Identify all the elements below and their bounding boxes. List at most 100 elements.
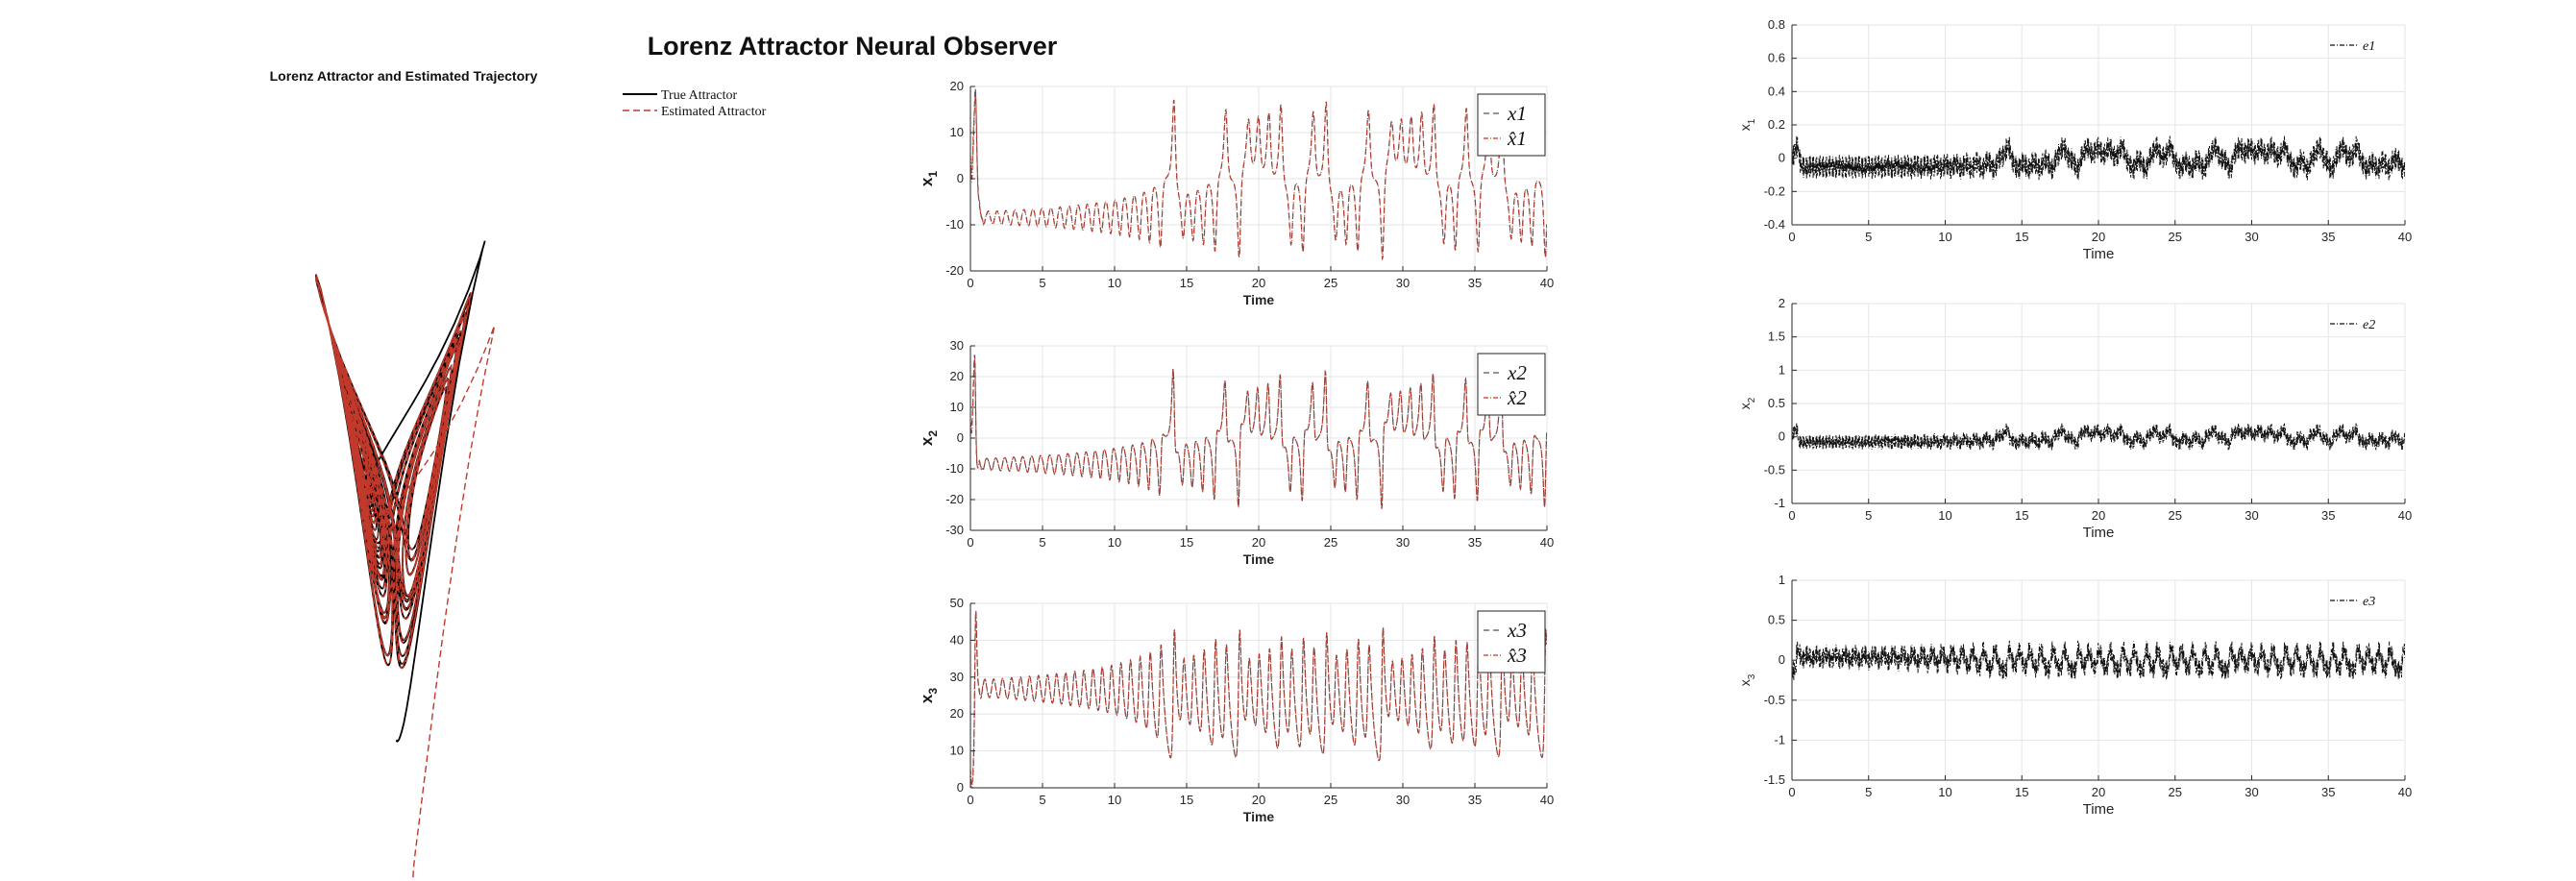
state-x1-xtick: 35 [1468, 276, 1482, 290]
error-e3-xtick: 30 [2245, 785, 2258, 799]
state-x3-legend-entry: x3 [1507, 619, 1527, 642]
error-e2-xtick: 15 [2015, 508, 2028, 523]
state-x2-ylabel-sub: 2 [926, 430, 940, 437]
state-x2-legend-entry: x2 [1507, 361, 1527, 384]
state-x1-xtick: 40 [1540, 276, 1554, 290]
state-x2-xtick: 15 [1180, 535, 1193, 550]
state-x3-ylabel: x3 [918, 688, 940, 703]
error-e1-ytick: 0.4 [1768, 84, 1785, 98]
state-x2-legend-entry: x̂2 [1507, 386, 1527, 409]
error-e3-ylabel: x3 [1737, 673, 1757, 686]
error-e3-xtick: 5 [1865, 785, 1872, 799]
state-x3-ytick: 50 [950, 596, 964, 610]
state-x2-xtick: 10 [1108, 535, 1121, 550]
error-e2-ytick: 1.5 [1768, 330, 1785, 344]
state-x3-xtick: 30 [1396, 793, 1410, 807]
state-x2-xtick: 35 [1468, 535, 1482, 550]
state-x2-ytick: -20 [945, 492, 964, 506]
attractor-legend: True Attractor Estimated Attractor [623, 88, 767, 119]
state-x3-ylabel-main: x [918, 694, 936, 703]
legend-true-label: True Attractor [661, 88, 738, 103]
error-e2-xlabel: Time [2083, 525, 2115, 541]
legend-est-label: Estimated Attractor [661, 105, 767, 119]
state-x3-legend-box [1477, 610, 1546, 673]
error-e1-ytick: 0.6 [1768, 51, 1785, 65]
error-e3-xtick: 25 [2169, 785, 2182, 799]
error-e2-error-line [1792, 423, 2405, 451]
error-e3-legend-entry: e3 [2363, 595, 2375, 609]
error-e3-xtick: 10 [1938, 785, 1951, 799]
error-e2-xtick: 0 [1788, 508, 1795, 523]
state-x1-estimate-line [970, 92, 1547, 260]
error-e3-xtick: 40 [2398, 785, 2412, 799]
error-e1-ytick: 0.8 [1768, 17, 1785, 32]
state-x3-xtick: 35 [1468, 793, 1482, 807]
error-e1-xtick: 25 [2169, 230, 2182, 244]
error-e1-ylabel: x1 [1737, 118, 1757, 131]
attractor-subtitle: Lorenz Attractor and Estimated Trajector… [270, 68, 538, 84]
state-x1-xtick: 25 [1324, 276, 1337, 290]
state-x2-xtick: 40 [1540, 535, 1554, 550]
state-x2-xlabel: Time [1243, 551, 1275, 567]
state-x2-xtick: 20 [1252, 535, 1265, 550]
attractor-3d-plot [314, 240, 496, 881]
error-e2-xtick: 20 [2092, 508, 2105, 523]
state-x1-legend-entry: x̂1 [1507, 127, 1527, 150]
error-e2-xtick: 5 [1865, 508, 1872, 523]
state-x2-ytick: 0 [957, 430, 964, 445]
error-e2-ytick: 0.5 [1768, 396, 1785, 410]
state-x1-xtick: 5 [1039, 276, 1045, 290]
error-e1-ylabel-sub: 1 [1747, 118, 1757, 124]
error-e2-ylabel-main: x [1737, 403, 1753, 409]
error-e3-xlabel: Time [2083, 801, 2115, 818]
error-e3-ytick: -0.5 [1764, 693, 1785, 707]
state-x2-plot: 0 5 10 15 20 25 30 35 40-30-20-100102030Timex2x2… [918, 338, 1554, 567]
error-e3-ytick: 0.5 [1768, 613, 1785, 627]
state-x3-xtick: 10 [1108, 793, 1121, 807]
state-x2-true-line [970, 355, 1547, 509]
state-x2-xtick: 30 [1396, 535, 1410, 550]
state-x1-ytick: 10 [950, 125, 964, 139]
state-x3-xtick: 0 [967, 793, 973, 807]
error-e1-xlabel: Time [2083, 246, 2115, 262]
error-e1-ytick: 0 [1779, 151, 1785, 165]
state-x2-xtick: 5 [1039, 535, 1045, 550]
state-x1-xtick: 10 [1108, 276, 1121, 290]
error-e3-ylabel-sub: 3 [1747, 673, 1757, 679]
state-x1-xtick: 15 [1180, 276, 1193, 290]
error-e3-xtick: 15 [2015, 785, 2028, 799]
state-x1-xtick: 20 [1252, 276, 1265, 290]
error-e2-ytick: 1 [1779, 362, 1785, 377]
error-e3-ytick: 1 [1779, 573, 1785, 587]
state-x1-xtick: 0 [967, 276, 973, 290]
error-e3-xtick: 35 [2321, 785, 2335, 799]
state-x1-ytick: 20 [950, 79, 964, 93]
error-e3-ytick: 0 [1779, 652, 1785, 667]
state-x2-legend-box [1477, 353, 1546, 416]
state-x3-ylabel-sub: 3 [926, 688, 940, 695]
error-e1-xtick: 15 [2015, 230, 2028, 244]
state-x3-ytick: 20 [950, 706, 964, 721]
error-e2-xtick: 10 [1938, 508, 1951, 523]
state-x2-ytick: 20 [950, 369, 964, 383]
state-x3-xtick: 20 [1252, 793, 1265, 807]
state-x3-xtick: 15 [1180, 793, 1193, 807]
error-e1-xtick: 0 [1788, 230, 1795, 244]
state-x1-ylabel: x1 [918, 171, 940, 186]
state-x1-xtick: 30 [1396, 276, 1410, 290]
state-x1-legend-box [1477, 93, 1546, 157]
error-e1-xtick: 40 [2398, 230, 2412, 244]
error-e1-xtick: 5 [1865, 230, 1872, 244]
state-x3-legend-entry: x̂3 [1507, 644, 1527, 667]
error-e3-error-line [1792, 640, 2405, 680]
state-x3-xtick: 5 [1039, 793, 1045, 807]
state-x1-ylabel-sub: 1 [926, 171, 940, 178]
error-e1-legend-entry: e1 [2363, 39, 2375, 54]
error-e1-plot: 0 5 10 15 20 25 30 35 40 -0.4 -0.2 0 0.2 0.4 0.6 0.8 Tim… [1737, 17, 2412, 262]
error-e3-ytick: -1 [1774, 732, 1785, 746]
state-x2-estimate-line [970, 358, 1547, 509]
